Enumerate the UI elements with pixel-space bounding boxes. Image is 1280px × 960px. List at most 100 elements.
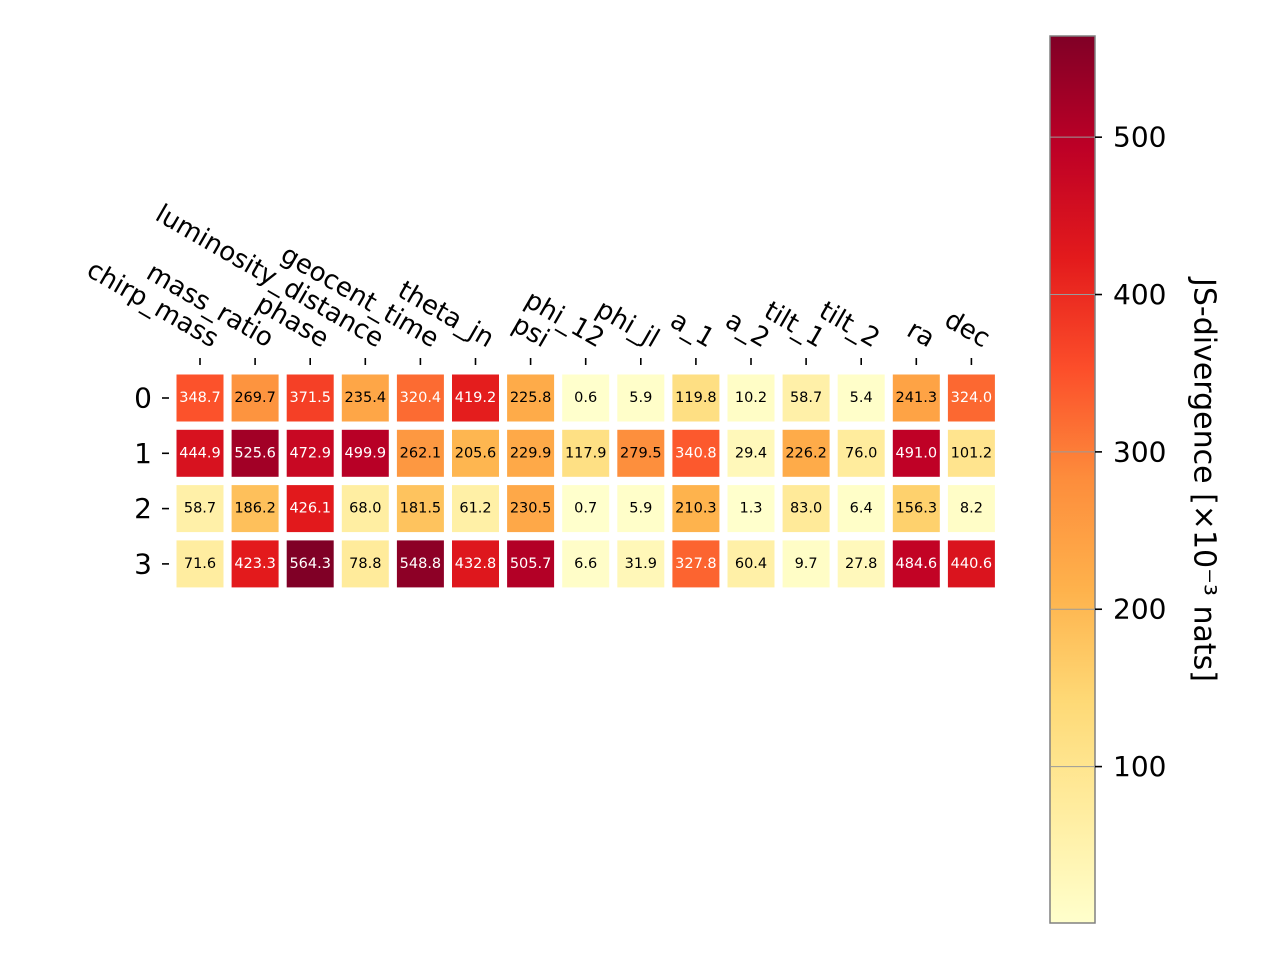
heatmap-cell <box>396 540 444 588</box>
cell-value-label: 58.7 <box>184 501 216 517</box>
heatmap-cell <box>452 429 499 477</box>
cell-value-label: 548.8 <box>400 556 442 572</box>
heatmap-cell <box>231 374 279 422</box>
heatmap-cell <box>562 540 610 588</box>
cell-value-label: 78.8 <box>349 556 381 572</box>
cell-value-label: 499.9 <box>345 445 387 461</box>
colorbar-tick-label: 400 <box>1113 278 1166 311</box>
y-tick-label-2: 2 <box>134 492 152 525</box>
heatmap-cell <box>231 540 279 588</box>
cell-value-label: 320.4 <box>400 390 442 406</box>
cell-value-label: 505.7 <box>510 556 552 572</box>
heatmap-cell <box>727 485 775 533</box>
heatmap-cell <box>507 540 555 588</box>
heatmap-cell <box>507 374 555 422</box>
heatmap-cell <box>341 485 389 533</box>
heatmap-cell <box>396 429 444 477</box>
colorbar-gradient <box>1049 35 1096 924</box>
cell-value-label: 60.4 <box>735 556 767 572</box>
heatmap-cell <box>176 374 224 422</box>
x-tick-label-tilt-2: tilt_2 <box>814 296 885 354</box>
y-tick-label-0: 0 <box>134 382 152 415</box>
x-tick-label-a-1: a_1 <box>665 305 719 354</box>
heatmap-cell <box>617 540 665 588</box>
heatmap-cell <box>892 374 940 422</box>
heatmap-cell <box>672 485 720 533</box>
cell-value-label: 564.3 <box>289 556 331 572</box>
heatmap-cells: 348.7 269.7 371.5 235.4 320.4 419.2 225.8 0.6 5.… <box>176 374 995 588</box>
heatmap-cell <box>617 485 665 533</box>
heatmap-cell <box>231 485 279 533</box>
cell-value-label: 269.7 <box>234 390 276 406</box>
cell-value-label: 229.9 <box>510 445 552 461</box>
cell-value-label: 235.4 <box>345 390 387 406</box>
heatmap-cell <box>562 485 610 533</box>
heatmap-cell <box>617 374 665 422</box>
cell-value-label: 61.2 <box>459 501 491 517</box>
cell-value-label: 444.9 <box>179 445 221 461</box>
heatmap-cell <box>341 429 389 477</box>
x-tick-label-phi-jl: phi_jl <box>591 294 665 354</box>
heatmap-cell <box>507 429 555 477</box>
cell-value-label: 117.9 <box>565 445 607 461</box>
cell-value-label: 241.3 <box>896 390 938 406</box>
cell-value-label: 423.3 <box>234 556 276 572</box>
y-axis-ticks: 0 1 2 3 <box>134 382 169 580</box>
heatmap-cell <box>672 429 720 477</box>
cell-value-label: 1.3 <box>739 501 762 517</box>
cell-value-label: 491.0 <box>896 445 938 461</box>
cell-value-label: 324.0 <box>951 390 993 406</box>
heatmap-cell <box>562 429 610 477</box>
cell-value-label: 432.8 <box>455 556 497 572</box>
cell-value-label: 68.0 <box>349 501 381 517</box>
heatmap-cell <box>286 429 334 477</box>
heatmap-cell <box>562 374 610 422</box>
cell-value-label: 31.9 <box>625 556 657 572</box>
cell-value-label: 29.4 <box>735 445 767 461</box>
heatmap-cell <box>837 540 885 588</box>
cell-value-label: 6.6 <box>574 556 597 572</box>
heatmap-cell <box>947 429 995 477</box>
heatmap-cell <box>727 429 775 477</box>
cell-value-label: 181.5 <box>400 501 442 517</box>
x-tick-label-ra: ra <box>902 315 940 354</box>
cell-value-label: 279.5 <box>620 445 662 461</box>
cell-value-label: 210.3 <box>675 501 717 517</box>
heatmap-cell <box>947 485 995 533</box>
cell-value-label: 5.4 <box>850 390 873 406</box>
cell-value-label: 0.7 <box>574 501 597 517</box>
heatmap-cell <box>231 429 279 477</box>
cell-value-label: 348.7 <box>179 390 221 406</box>
x-tick-label-tilt-1: tilt_1 <box>759 296 830 354</box>
colorbar-tick-label: 500 <box>1113 121 1166 154</box>
cell-value-label: 5.9 <box>629 390 652 406</box>
heatmap-cell <box>892 485 940 533</box>
cell-value-label: 10.2 <box>735 390 767 406</box>
y-tick-label-3: 3 <box>134 547 152 580</box>
cell-value-label: 186.2 <box>234 501 276 517</box>
cell-value-label: 327.8 <box>675 556 717 572</box>
heatmap-cell <box>782 540 830 588</box>
cell-value-label: 371.5 <box>289 390 331 406</box>
heatmap-cell <box>782 374 830 422</box>
cell-value-label: 472.9 <box>289 445 331 461</box>
heatmap-cell <box>341 374 389 422</box>
heatmap-cell <box>617 429 665 477</box>
heatmap-cell <box>507 485 555 533</box>
cell-value-label: 419.2 <box>455 390 497 406</box>
heatmap-cell <box>452 485 499 533</box>
cell-value-label: 440.6 <box>951 556 993 572</box>
heatmap-cell <box>396 485 444 533</box>
heatmap-cell <box>396 374 444 422</box>
heatmap-cell <box>727 540 775 588</box>
colorbar-label: JS-divergence [×10⁻³ nats] <box>1187 276 1222 682</box>
heatmap-cell <box>341 540 389 588</box>
cell-value-label: 76.0 <box>845 445 877 461</box>
cell-value-label: 484.6 <box>896 556 938 572</box>
cell-value-label: 340.8 <box>675 445 717 461</box>
heatmap-cell <box>672 540 720 588</box>
heatmap-cell <box>892 429 940 477</box>
cell-value-label: 5.9 <box>629 501 652 517</box>
cell-value-label: 426.1 <box>289 501 331 517</box>
cell-value-label: 262.1 <box>400 445 442 461</box>
